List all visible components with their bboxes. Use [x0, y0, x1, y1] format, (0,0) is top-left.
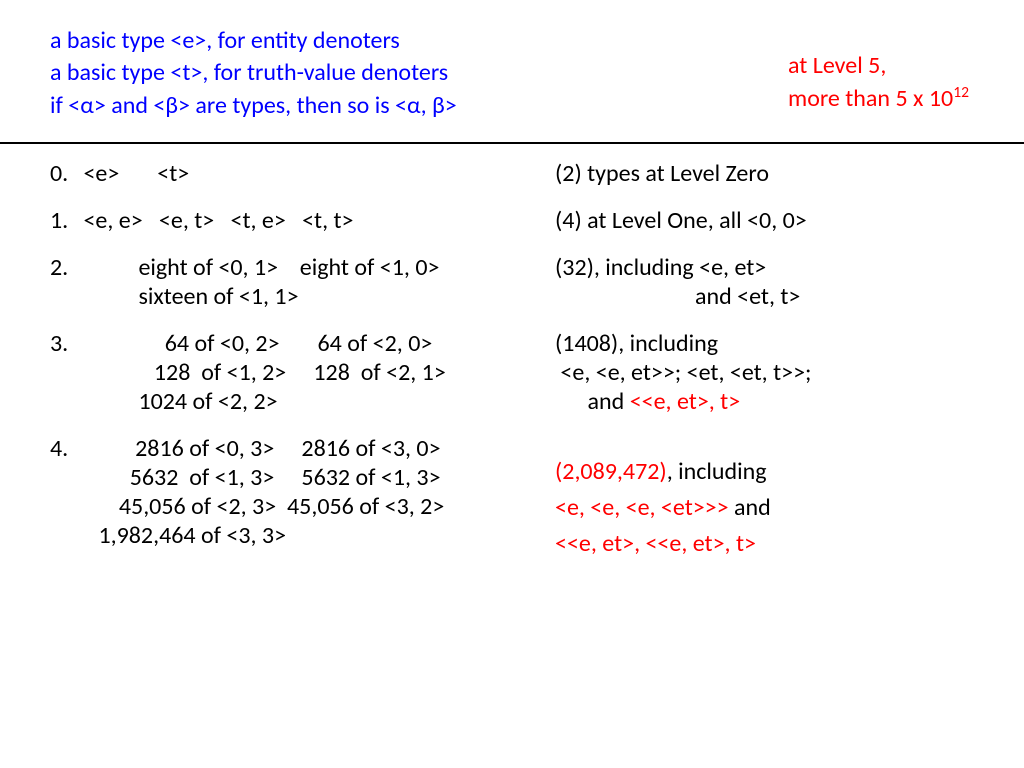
level-3-row: 3. 64 of <0, 2> 64 of <2, 0> 128 of <1, … [50, 329, 974, 416]
level-2-line1: eight of <0, 1> eight of <1, 0> [83, 253, 439, 282]
level-4-line3: 45,056 of <2, 3> 45,056 of <3, 2> [83, 492, 444, 521]
level-4-ex1: <e, <e, <e, <et>>> and [555, 490, 974, 526]
level-0-count: (2) types at Level Zero [550, 159, 974, 188]
level5-line1: at Level 5, [788, 50, 969, 82]
level-2-line2: sixteen of <1, 1> [83, 282, 439, 311]
header-right: at Level 5, more than 5 x 1012 [788, 50, 969, 116]
body-region: 0. <e> <t> (2) types at Level Zero 1. <e… [0, 154, 1024, 562]
header-region: a basic type <e>, for entity denoters a … [0, 0, 1024, 137]
level-1-count: (4) at Level One, all <0, 0> [550, 206, 974, 235]
level-1-types: <e, e> <e, t> <t, e> <t, t> [83, 206, 353, 235]
level-4-ex2: <<e, et>, <<e, et>, t> [555, 526, 974, 562]
level-num-3: 3. [50, 329, 78, 358]
level-3-ex2: and <<e, et>, t> [555, 387, 974, 416]
level-0-row: 0. <e> <t> (2) types at Level Zero [50, 159, 974, 188]
level-num-1: 1. [50, 206, 78, 235]
level-2-examples: and <et, t> [555, 282, 974, 311]
level-4-count: (2,089,472), including [555, 454, 974, 490]
level-0-types: <e> <t> [83, 159, 189, 188]
level-3-line1: 64 of <0, 2> 64 of <2, 0> [83, 329, 445, 358]
level-num-4: 4. [50, 434, 78, 463]
level-num-0: 0. [50, 159, 78, 188]
level-2-row: 2. eight of <0, 1> eight of <1, 0> sixte… [50, 253, 974, 311]
level5-line2: more than 5 x 1012 [788, 82, 969, 115]
level-4-line2: 5632 of <1, 3> 5632 of <1, 3> [83, 463, 444, 492]
level-num-2: 2. [50, 253, 78, 282]
divider [0, 142, 1024, 144]
level-2-count: (32), including <e, et> [555, 253, 974, 282]
level-3-line3: 1024 of <2, 2> [83, 387, 445, 416]
level-3-line2: 128 of <1, 2> 128 of <2, 1> [83, 358, 445, 387]
level-3-count: (1408), including [555, 329, 974, 358]
level-4-line1: 2816 of <0, 3> 2816 of <3, 0> [83, 434, 444, 463]
level-4-row: 4. 2816 of <0, 3> 2816 of <3, 0> 5632 of… [50, 434, 974, 562]
level-1-row: 1. <e, e> <e, t> <t, e> <t, t> (4) at Le… [50, 206, 974, 235]
level-4-line4: 1,982,464 of <3, 3> [83, 521, 444, 550]
level-3-ex1: <e, <e, et>>; <et, <et, t>>; [555, 358, 974, 387]
